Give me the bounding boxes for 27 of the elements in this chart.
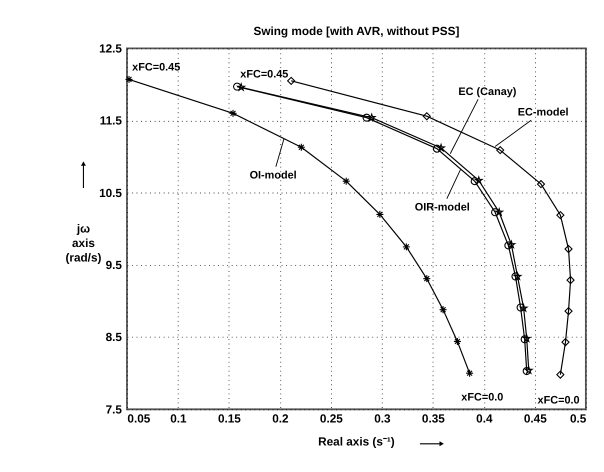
annotation: xFC=0.45 <box>132 61 180 74</box>
x-tick-label: 0.5 <box>570 412 587 426</box>
y-axis-title: jω axis (rad/s) <box>65 222 102 264</box>
x-tick-label: 0.2 <box>272 412 290 426</box>
annotation: xFC=0.0 <box>461 391 504 404</box>
x-tick-label: 0.45 <box>524 412 548 426</box>
annotation: EC (Canay) <box>458 86 517 98</box>
y-tick-label: 9.5 <box>106 259 122 272</box>
annotation: OIR-model <box>414 201 470 214</box>
y-tick-label: 12.5 <box>99 42 122 56</box>
y-tick-label: 8.5 <box>106 331 122 344</box>
chart-title: Swing mode [with AVR, without PSS] <box>253 24 460 38</box>
x-tick-label: 0.05 <box>127 412 151 426</box>
y-tick-label: 7.5 <box>106 403 122 416</box>
x-tick-label: 0.35 <box>422 412 446 426</box>
x-tick-label: 0.15 <box>218 412 242 426</box>
annotation: xFC=0.0 <box>538 394 580 407</box>
x-tick-label: 0.1 <box>170 412 188 426</box>
annotation: xFC=0.45 <box>240 68 288 81</box>
x-tick-label: 0.3 <box>374 412 391 426</box>
annotation: OI-model <box>250 170 297 182</box>
annotation: EC-model <box>518 106 569 119</box>
x-tick-label: 0.25 <box>320 412 344 426</box>
x-axis-title: Real axis (s⁻¹) <box>318 436 395 449</box>
y-tick-label: 10.5 <box>99 186 122 200</box>
x-tick-label: 0.4 <box>476 412 493 426</box>
y-tick-label: 11.5 <box>100 114 122 128</box>
